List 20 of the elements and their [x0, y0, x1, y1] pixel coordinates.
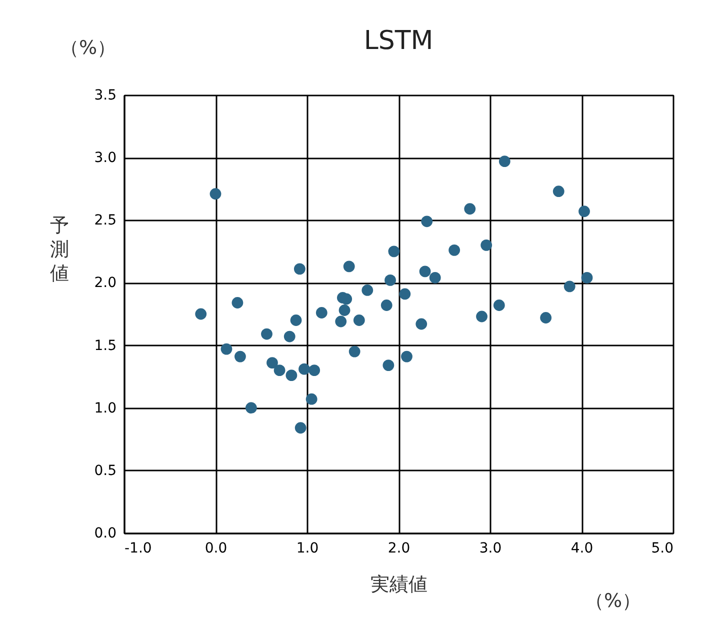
- y-tick-label: 0.0: [94, 526, 116, 542]
- y-tick-label: 2.0: [94, 275, 116, 292]
- y-tick-label: 3.0: [94, 150, 116, 166]
- x-tick-label: 0.0: [204, 540, 228, 556]
- x-axis-title: 実績値: [370, 574, 428, 596]
- y-tick-label: 3.5: [94, 88, 116, 104]
- x-tick-label: 5.0: [651, 540, 674, 556]
- x-tick-label: -1.0: [124, 540, 152, 556]
- y-axis-title: 予測値: [50, 214, 69, 284]
- x-tick-label: 3.0: [479, 540, 502, 556]
- text: （%）: [60, 36, 116, 61]
- x-tick-label: 1.0: [296, 540, 319, 556]
- text: （%）: [585, 589, 642, 614]
- y-tick-label: 2.5: [94, 212, 116, 229]
- y-tick-label: 1.5: [94, 338, 116, 354]
- y-tick-label: 1.0: [94, 400, 116, 416]
- chart-title: LSTM: [364, 26, 434, 56]
- y-tick-label: 0.5: [94, 462, 116, 479]
- x-tick-label: 2.0: [388, 540, 410, 556]
- x-tick-label: 4.0: [570, 540, 594, 556]
